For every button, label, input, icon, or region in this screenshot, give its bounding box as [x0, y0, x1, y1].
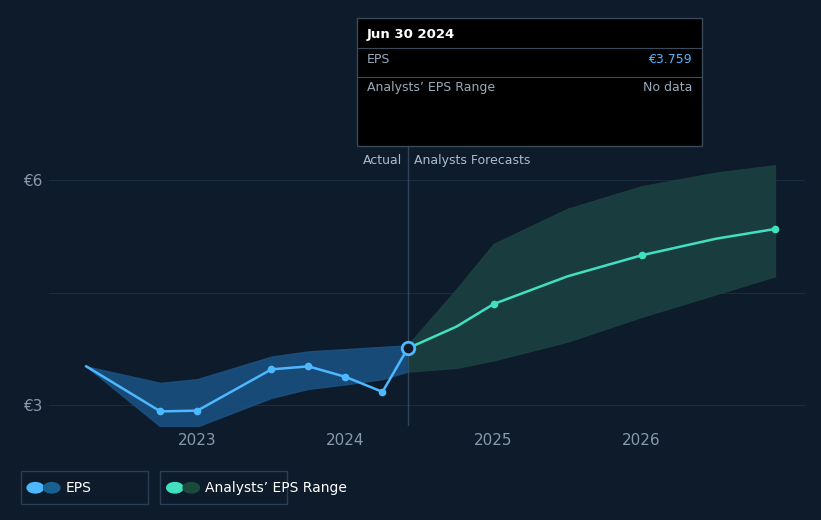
Text: Jun 30 2024: Jun 30 2024	[367, 28, 455, 41]
Text: Analysts Forecasts: Analysts Forecasts	[414, 154, 530, 167]
Text: Analysts’ EPS Range: Analysts’ EPS Range	[367, 81, 495, 94]
Text: Analysts’ EPS Range: Analysts’ EPS Range	[205, 481, 347, 495]
Text: No data: No data	[643, 81, 692, 94]
Text: Actual: Actual	[363, 154, 401, 167]
Text: EPS: EPS	[367, 53, 390, 66]
Text: EPS: EPS	[66, 481, 92, 495]
Text: €3.759: €3.759	[649, 53, 692, 66]
